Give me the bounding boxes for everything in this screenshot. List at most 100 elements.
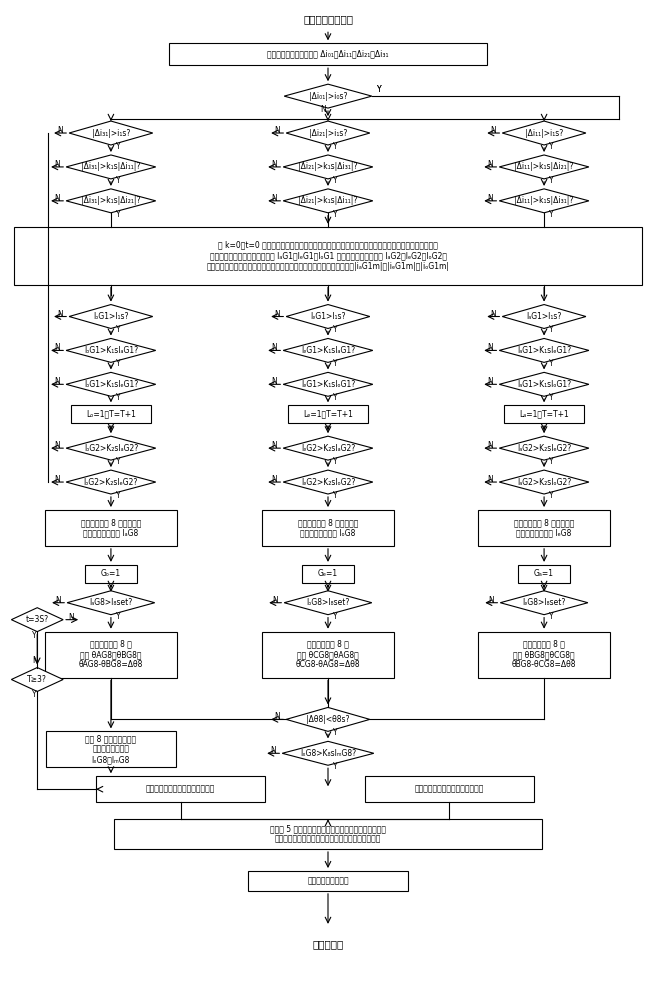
Text: |Δi₃₁|>k₁s|Δi₁₁|?: |Δi₃₁|>k₁s|Δi₁₁|? (81, 162, 140, 171)
FancyBboxPatch shape (249, 871, 407, 891)
Text: |Δi₁₁|>k₁s|Δi₃₁|?: |Δi₁₁|>k₁s|Δi₃₁|? (514, 196, 574, 205)
Text: Y: Y (549, 491, 554, 500)
Polygon shape (502, 121, 586, 145)
Text: 返回主程序: 返回主程序 (312, 939, 344, 949)
Polygon shape (11, 668, 63, 691)
FancyBboxPatch shape (365, 776, 534, 802)
Text: N: N (54, 343, 60, 352)
Text: Y: Y (116, 359, 121, 368)
Text: N: N (271, 441, 277, 450)
Text: 计算故障后第 8 周非故障相
半周相地增量电流 IₒG8: 计算故障后第 8 周非故障相 半周相地增量电流 IₒG8 (298, 518, 358, 538)
Text: N: N (54, 160, 60, 169)
Polygon shape (283, 372, 373, 396)
Text: N: N (271, 475, 277, 484)
Polygon shape (282, 741, 374, 765)
Text: |Δi₀₁|>i₀s?: |Δi₀₁|>i₀s? (309, 92, 347, 101)
Polygon shape (499, 436, 589, 460)
Text: Y: Y (333, 457, 338, 466)
Text: N: N (55, 596, 61, 605)
Polygon shape (283, 189, 373, 213)
Text: N: N (270, 746, 276, 755)
Text: Lₒ=1、T=T+1: Lₒ=1、T=T+1 (86, 410, 136, 419)
Text: Lₐ=1、T=T+1: Lₐ=1、T=T+1 (519, 410, 569, 419)
FancyBboxPatch shape (46, 731, 176, 767)
Text: Y: Y (377, 85, 381, 94)
Polygon shape (69, 121, 153, 145)
Text: IₐG1>K₁sIₒG1?: IₐG1>K₁sIₒG1? (517, 380, 571, 389)
Text: N: N (490, 126, 496, 135)
Text: N: N (487, 377, 493, 386)
Text: N: N (68, 613, 74, 622)
Text: |Δi₂₁|>k₁s|Δi₁₁|?: |Δi₂₁|>k₁s|Δi₁₁|? (298, 196, 358, 205)
FancyBboxPatch shape (478, 510, 610, 546)
Text: Y: Y (333, 393, 338, 402)
Text: Y: Y (116, 210, 121, 219)
Text: IₐG8>I₈set?: IₐG8>I₈set? (89, 598, 133, 607)
Polygon shape (286, 707, 370, 731)
Text: Gₑ=1: Gₑ=1 (318, 569, 338, 578)
Polygon shape (499, 338, 589, 362)
Text: N: N (274, 126, 280, 135)
Polygon shape (66, 338, 155, 362)
Polygon shape (286, 121, 370, 145)
Text: |Δi₁₁|>k₁s|Δi₂₁|?: |Δi₁₁|>k₁s|Δi₂₁|? (514, 162, 574, 171)
Text: Y: Y (549, 393, 554, 402)
Text: 计算故障后第 8 周非故障相
半周相地增量电流 IₑG8: 计算故障后第 8 周非故障相 半周相地增量电流 IₑG8 (514, 518, 574, 538)
FancyBboxPatch shape (504, 405, 584, 423)
Text: Y: Y (377, 85, 381, 94)
Text: |Δθ8|<θ8s?: |Δθ8|<θ8s? (306, 715, 350, 724)
Text: IₐG1>K₁sIₑG1?: IₐG1>K₁sIₑG1? (517, 346, 571, 355)
Text: Y: Y (333, 176, 338, 185)
Text: N: N (54, 194, 60, 203)
Text: Y: Y (549, 176, 554, 185)
Polygon shape (499, 155, 589, 179)
Text: 所有计时计数器清零: 所有计时计数器清零 (307, 876, 349, 885)
Text: IₐG2>K₂sIₒG2?: IₐG2>K₂sIₒG2? (517, 478, 571, 487)
Text: Y: Y (549, 142, 554, 151)
Polygon shape (502, 305, 586, 328)
Text: IₒG8>I₈set?: IₒG8>I₈set? (306, 598, 350, 607)
Text: 测算零序和相电流突变量 Δi₀₁、Δi₁₁、Δi₂₁、Δi₃₁: 测算零序和相电流突变量 Δi₀₁、Δi₁₁、Δi₂₁、Δi₃₁ (267, 50, 389, 59)
Polygon shape (286, 305, 370, 328)
Text: Lₑ=1、T=T+1: Lₑ=1、T=T+1 (303, 410, 353, 419)
Text: 计算故障后第 8 周
期的 θCG8、θAG8、
θCG8-θAG8=Δθ8: 计算故障后第 8 周 期的 θCG8、θAG8、 θCG8-θAG8=Δθ8 (296, 640, 360, 669)
FancyBboxPatch shape (288, 405, 368, 423)
Text: 记 k=0、t=0 并开始存数据和累加采样次数与时间，用次暂态和后暂态的采样相地增量电流的绝对值
之和算三相次暂态相地增量电流 IₐG1、IₑG1、IₒG1 和: 记 k=0、t=0 并开始存数据和累加采样次数与时间，用次暂态和后暂态的采样相地… (207, 241, 449, 271)
FancyBboxPatch shape (478, 632, 610, 678)
Text: Y: Y (116, 325, 121, 334)
Text: Y: Y (549, 210, 554, 219)
Text: Y: Y (116, 393, 121, 402)
Text: Y: Y (333, 491, 338, 500)
Polygon shape (66, 470, 155, 494)
Text: N: N (271, 160, 277, 169)
Text: N: N (487, 343, 493, 352)
Polygon shape (11, 608, 63, 632)
Text: N: N (272, 596, 278, 605)
Text: |Δi₃₁|>k₁s|Δi₂₁|?: |Δi₃₁|>k₁s|Δi₂₁|? (81, 196, 140, 205)
Text: T≥3?: T≥3? (28, 675, 47, 684)
Text: IₑG2>K₂sIₐG2?: IₑG2>K₂sIₐG2? (301, 444, 355, 453)
Text: N: N (271, 377, 277, 386)
Polygon shape (66, 372, 155, 396)
Text: Y: Y (116, 612, 121, 621)
Text: |Δi₂₁|>k₁s|Δi₃₁|?: |Δi₂₁|>k₁s|Δi₃₁|? (298, 162, 358, 171)
Text: N: N (271, 343, 277, 352)
Text: Y: Y (116, 176, 121, 185)
Text: 本点漏电及漏电相地增量电流报告: 本点漏电及漏电相地增量电流报告 (146, 785, 215, 794)
Text: N: N (487, 475, 493, 484)
Text: 将故障 5 秒后的故障相地增量电流分别与两个非故障相
的该增量值相比较，判别故障是否持续并作相应报告: 将故障 5 秒后的故障相地增量电流分别与两个非故障相 的该增量值相比较，判别故障… (270, 824, 386, 844)
Polygon shape (501, 591, 588, 615)
Text: N: N (54, 377, 60, 386)
FancyBboxPatch shape (71, 405, 151, 423)
Text: N: N (487, 160, 493, 169)
Text: Gₐ=1: Gₐ=1 (534, 569, 554, 578)
Text: N: N (488, 596, 494, 605)
Text: Y: Y (32, 690, 37, 699)
Text: IₑG1>K₁sIₐG1?: IₑG1>K₁sIₐG1? (301, 346, 355, 355)
FancyBboxPatch shape (85, 565, 137, 583)
Text: Y: Y (333, 325, 338, 334)
Polygon shape (499, 470, 589, 494)
Text: Y: Y (549, 612, 554, 621)
Text: |Δi₁₁|>i₁s?: |Δi₁₁|>i₁s? (525, 129, 564, 138)
Polygon shape (66, 189, 155, 213)
